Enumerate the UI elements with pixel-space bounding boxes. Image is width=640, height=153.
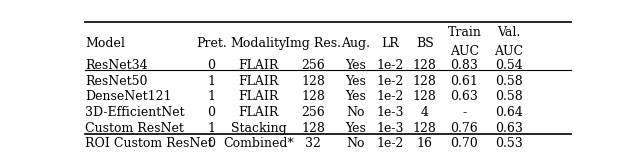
Text: Modality: Modality bbox=[230, 37, 287, 50]
Text: FLAIR: FLAIR bbox=[238, 106, 279, 119]
Text: 0.53: 0.53 bbox=[495, 137, 523, 150]
Text: No: No bbox=[346, 137, 365, 150]
Text: 0.58: 0.58 bbox=[495, 90, 523, 103]
Text: 1: 1 bbox=[207, 90, 216, 103]
Text: LR: LR bbox=[381, 37, 399, 50]
Text: Yes: Yes bbox=[345, 75, 365, 88]
Text: 128: 128 bbox=[301, 75, 325, 88]
Text: DenseNet121: DenseNet121 bbox=[85, 90, 172, 103]
Text: 0: 0 bbox=[207, 137, 216, 150]
Text: 1: 1 bbox=[207, 75, 216, 88]
Text: ResNet50: ResNet50 bbox=[85, 75, 147, 88]
Text: 0.54: 0.54 bbox=[495, 59, 523, 72]
Text: 32: 32 bbox=[305, 137, 321, 150]
Text: Aug.: Aug. bbox=[340, 37, 370, 50]
Text: 0.76: 0.76 bbox=[451, 122, 478, 135]
Text: BS: BS bbox=[416, 37, 433, 50]
Text: Img Res.: Img Res. bbox=[285, 37, 341, 50]
Text: 128: 128 bbox=[413, 59, 436, 72]
Text: 1e-2: 1e-2 bbox=[376, 75, 404, 88]
Text: Custom ResNet: Custom ResNet bbox=[85, 122, 184, 135]
Text: 1e-2: 1e-2 bbox=[376, 90, 404, 103]
Text: Val.: Val. bbox=[497, 26, 521, 39]
Text: 256: 256 bbox=[301, 59, 325, 72]
Text: 0: 0 bbox=[207, 59, 216, 72]
Text: 0.70: 0.70 bbox=[451, 137, 478, 150]
Text: 0.63: 0.63 bbox=[451, 90, 478, 103]
Text: AUC: AUC bbox=[495, 45, 524, 58]
Text: Combined*: Combined* bbox=[223, 137, 294, 150]
Text: 0: 0 bbox=[207, 106, 216, 119]
Text: 1e-2: 1e-2 bbox=[376, 137, 404, 150]
Text: Yes: Yes bbox=[345, 59, 365, 72]
Text: ROI Custom ResNet: ROI Custom ResNet bbox=[85, 137, 212, 150]
Text: -: - bbox=[462, 106, 467, 119]
Text: 0.83: 0.83 bbox=[451, 59, 478, 72]
Text: 0.61: 0.61 bbox=[451, 75, 478, 88]
Text: FLAIR: FLAIR bbox=[238, 75, 279, 88]
Text: 256: 256 bbox=[301, 106, 325, 119]
Text: Yes: Yes bbox=[345, 90, 365, 103]
Text: 0.58: 0.58 bbox=[495, 75, 523, 88]
Text: 4: 4 bbox=[420, 106, 429, 119]
Text: FLAIR: FLAIR bbox=[238, 59, 279, 72]
Text: 16: 16 bbox=[417, 137, 433, 150]
Text: 128: 128 bbox=[301, 90, 325, 103]
Text: Stacking: Stacking bbox=[230, 122, 287, 135]
Text: Train: Train bbox=[447, 26, 481, 39]
Text: 128: 128 bbox=[413, 75, 436, 88]
Text: 0.63: 0.63 bbox=[495, 122, 523, 135]
Text: 128: 128 bbox=[413, 90, 436, 103]
Text: 128: 128 bbox=[301, 122, 325, 135]
Text: No: No bbox=[346, 106, 365, 119]
Text: 1e-3: 1e-3 bbox=[376, 106, 404, 119]
Text: Pret.: Pret. bbox=[196, 37, 227, 50]
Text: Model: Model bbox=[85, 37, 125, 50]
Text: 128: 128 bbox=[413, 122, 436, 135]
Text: ResNet34: ResNet34 bbox=[85, 59, 148, 72]
Text: 1e-2: 1e-2 bbox=[376, 59, 404, 72]
Text: 1e-3: 1e-3 bbox=[376, 122, 404, 135]
Text: Yes: Yes bbox=[345, 122, 365, 135]
Text: AUC: AUC bbox=[450, 45, 479, 58]
Text: FLAIR: FLAIR bbox=[238, 90, 279, 103]
Text: 1: 1 bbox=[207, 122, 216, 135]
Text: 3D-EfficientNet: 3D-EfficientNet bbox=[85, 106, 184, 119]
Text: 0.64: 0.64 bbox=[495, 106, 523, 119]
